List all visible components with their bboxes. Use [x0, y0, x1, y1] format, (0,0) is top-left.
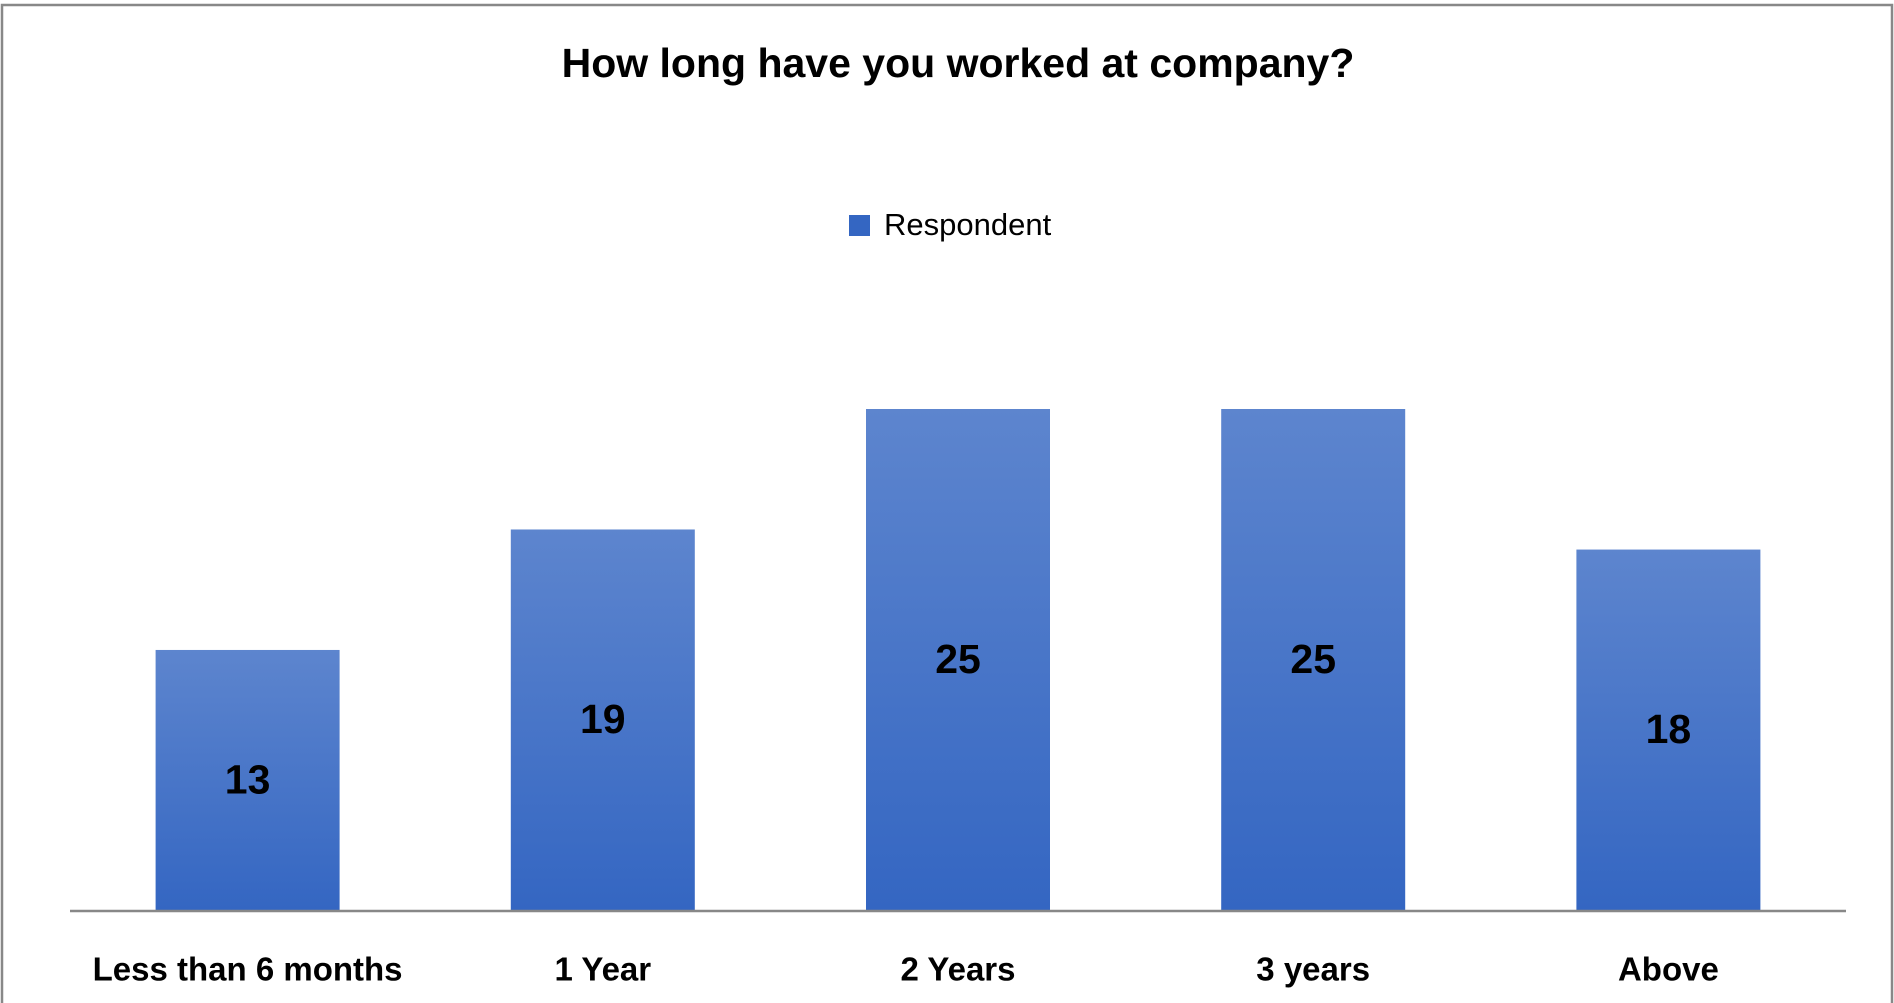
chart-title: How long have you worked at company? [562, 40, 1355, 86]
data-label: 25 [935, 636, 981, 682]
x-tick-label: Less than 6 months [93, 951, 403, 988]
x-tick-label: 2 Years [900, 951, 1015, 988]
x-tick-label: 1 Year [554, 951, 651, 988]
legend-label: Respondent [884, 207, 1052, 242]
data-label: 25 [1290, 636, 1336, 682]
data-label: 13 [225, 756, 271, 802]
data-label: 18 [1646, 706, 1692, 752]
bar [510, 529, 695, 911]
bar [1576, 549, 1761, 911]
x-tick-label: Above [1618, 951, 1719, 988]
bar [866, 409, 1050, 911]
bar [155, 649, 340, 911]
data-label: 19 [580, 696, 626, 742]
bar [1221, 409, 1406, 911]
legend-swatch [849, 215, 870, 236]
x-tick-label: 3 years [1256, 951, 1370, 988]
